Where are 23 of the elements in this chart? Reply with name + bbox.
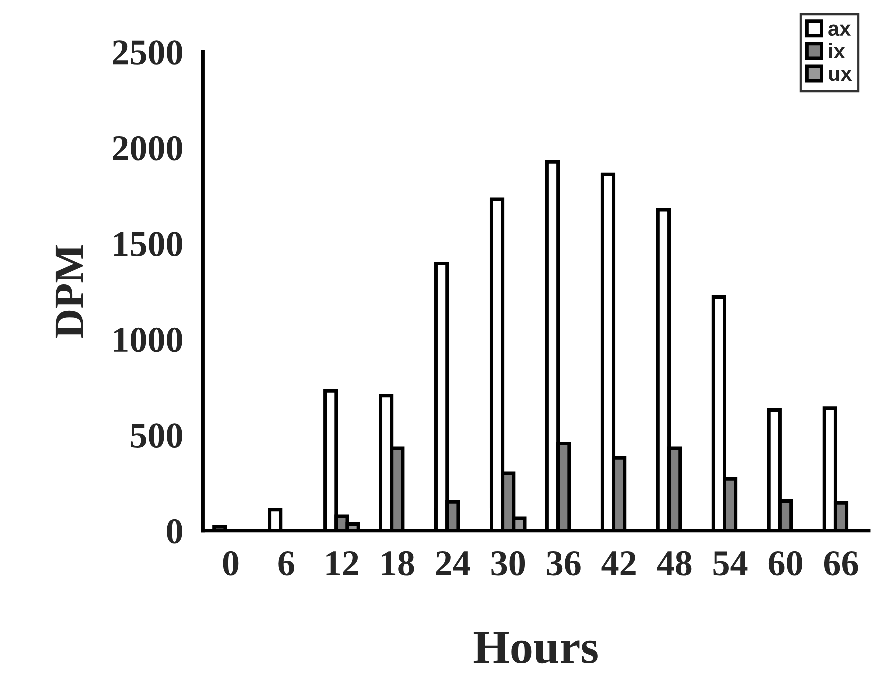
x-tick-label: 18 [382, 551, 414, 576]
y-axis-title: DPM [56, 245, 84, 338]
x-tick-label: 36 [547, 552, 581, 576]
y-tick-label: 500 [131, 424, 182, 448]
y-tick-label: 2500 [113, 40, 182, 65]
y-tick-label: 2000 [113, 136, 182, 161]
x-tick-label: 24 [436, 552, 470, 576]
legend-label: ux [829, 70, 852, 82]
x-tick-label: 66 [824, 552, 858, 576]
y-tick-label: 1000 [114, 328, 182, 352]
x-tick-label: 6 [278, 552, 294, 576]
x-tick-label: 0 [223, 551, 239, 576]
x-tick-label: 48 [657, 551, 692, 576]
x-tick-label: 30 [492, 551, 526, 576]
x-tick-label: 42 [602, 552, 636, 576]
y-tick-label: 0 [167, 519, 182, 544]
legend-label: ix [829, 43, 846, 58]
x-tick-label: 54 [714, 552, 748, 576]
x-axis-title: Hours [474, 632, 598, 664]
legend-label: ax [828, 24, 852, 36]
x-tick-label: 12 [326, 552, 358, 576]
y-tick-label: 1500 [114, 232, 182, 256]
x-tick-label: 60 [768, 551, 802, 576]
